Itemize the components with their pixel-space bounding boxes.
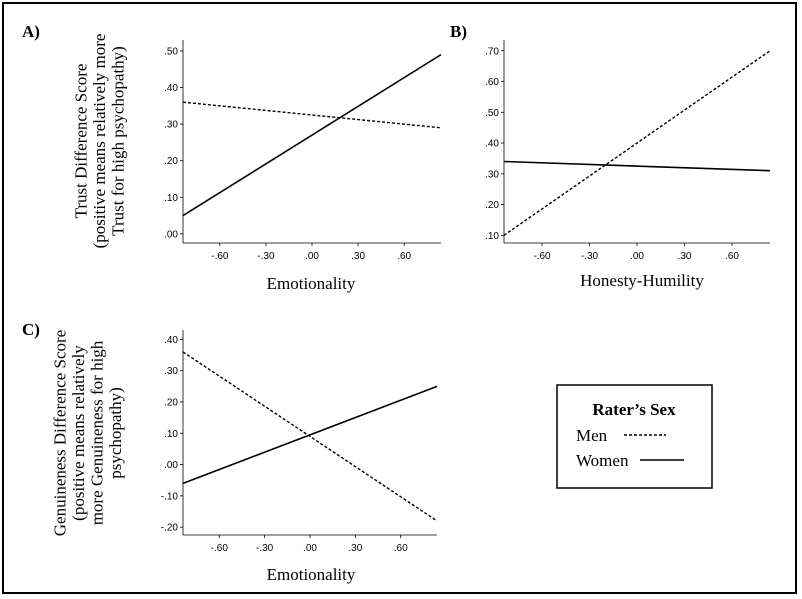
y-axis-title-line: Trust Difference Score [72, 64, 91, 219]
x-tick-label: .60 [725, 251, 739, 262]
y-tick-label: .40 [164, 335, 178, 346]
panel-b: B) Honesty-Humility .10 .20 .30 .40 .50 .60 .7… [450, 22, 771, 290]
x-tick-label: .00 [303, 543, 317, 554]
y-tick-label: .40 [485, 139, 499, 150]
y-axis-title-line: (positive means relatively [69, 345, 88, 521]
x-tick-label: -.30 [581, 251, 599, 262]
x-tick-label: .00 [305, 251, 319, 262]
x-tick-label: .60 [397, 251, 411, 262]
series-line-women [182, 53, 442, 217]
panel-c-y-axis-title: Genuineness Difference Score (positive me… [50, 330, 125, 536]
x-tick-label: .00 [630, 251, 644, 262]
legend-item-men-label: Men [576, 426, 608, 445]
legend-title: Rater’s Sex [592, 400, 676, 419]
panel-c: C) Genuineness Difference Score (positive… [22, 320, 438, 584]
y-tick-label: .10 [164, 193, 178, 204]
y-tick-label: .10 [164, 429, 178, 440]
x-tick-label: -.30 [256, 543, 274, 554]
y-tick-label: .10 [485, 231, 499, 242]
x-tick-label: .30 [678, 251, 692, 262]
y-tick-label: .40 [164, 83, 178, 94]
series-line-women [503, 160, 771, 172]
x-tick-label: .60 [394, 543, 408, 554]
legend-box [556, 384, 713, 489]
y-tick-label: .20 [485, 200, 499, 211]
x-tick-label: .30 [351, 251, 365, 262]
legend: Rater’s Sex Men Women [556, 384, 713, 489]
x-tick-label: .30 [348, 543, 362, 554]
y-tick-label: .20 [164, 397, 178, 408]
series-line-men [182, 101, 442, 129]
y-tick-label: .00 [164, 460, 178, 471]
panel-a-label: A) [22, 22, 40, 41]
series-line-men [503, 50, 771, 236]
y-axis-title-line: (positive means relatively more [90, 34, 109, 249]
panel-b-x-axis-title: Honesty-Humility [580, 271, 704, 290]
y-axis-title-line: more Genuineness for high [87, 340, 106, 525]
panel-b-label: B) [450, 22, 467, 41]
y-tick-label: .50 [164, 46, 178, 57]
x-tick-label: -.30 [257, 251, 275, 262]
panel-a: A) Trust Difference Score (positive means… [22, 22, 442, 293]
x-tick-label: -.60 [533, 251, 551, 262]
x-tick-label: -.60 [211, 251, 229, 262]
y-tick-label: .30 [485, 169, 499, 180]
x-tick-label: -.60 [211, 543, 229, 554]
series-line-men [182, 351, 438, 522]
y-axis-title-line: Trust for high psychopathy) [109, 46, 128, 236]
panel-c-label: C) [22, 320, 40, 339]
y-tick-label: .30 [164, 366, 178, 377]
y-tick-label: .50 [485, 108, 499, 119]
legend-item-women-label: Women [576, 451, 629, 470]
series-line-women [182, 385, 438, 485]
y-tick-label: .20 [164, 156, 178, 167]
panel-c-x-axis-title: Emotionality [267, 565, 356, 584]
y-tick-label: .30 [164, 120, 178, 131]
y-tick-label: .60 [485, 77, 499, 88]
y-tick-label: -.20 [161, 523, 179, 534]
panel-a-x-axis-title: Emotionality [267, 274, 356, 293]
y-axis-title-line: Genuineness Difference Score [50, 330, 69, 536]
y-axis-title-line: psychopathy) [106, 387, 125, 479]
panel-a-y-axis-title: Trust Difference Score (positive means re… [72, 34, 128, 249]
y-tick-label: .70 [485, 46, 499, 57]
y-tick-label: -.10 [161, 491, 179, 502]
y-tick-label: .00 [164, 229, 178, 240]
figure-frame [2, 2, 797, 594]
